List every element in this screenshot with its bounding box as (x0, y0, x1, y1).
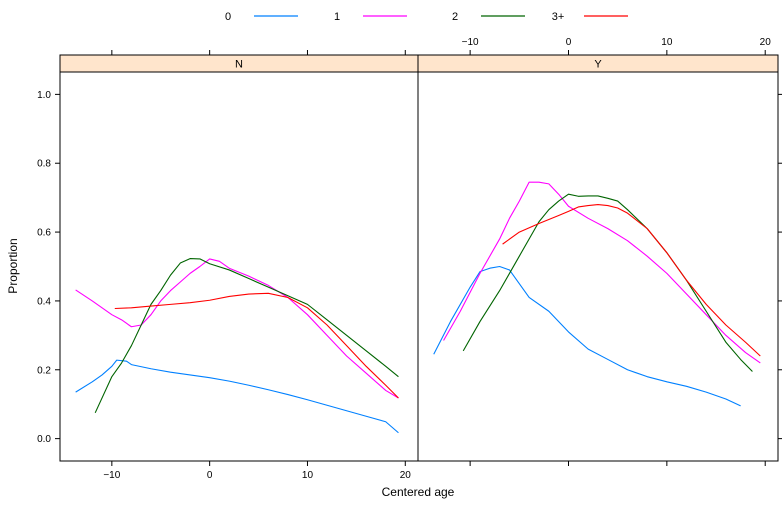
legend-label: 0 (225, 11, 231, 23)
legend-label: 2 (452, 11, 458, 23)
x-tick-label-bottom: 0 (207, 470, 213, 481)
x-tick-label-bottom: 20 (400, 470, 412, 481)
panel-y: Y (417, 54, 779, 462)
y-axis-label: Proportion (6, 238, 20, 293)
y-tick-label: 0.0 (37, 434, 51, 445)
panel-n: N (59, 54, 419, 462)
series-line-n-2 (94, 258, 399, 414)
series-line-n-3plus (114, 292, 399, 399)
series-line-y-1 (443, 181, 761, 364)
x-tick-label-top: −10 (462, 37, 479, 48)
y-tick-label: 0.8 (37, 159, 51, 170)
strip-label-n: N (235, 59, 243, 71)
y-tick-label: 0.6 (37, 228, 51, 239)
y-tick-label: 0.4 (37, 296, 51, 307)
x-tick-label-top: 0 (566, 37, 572, 48)
x-tick-label-top: 20 (760, 37, 772, 48)
x-tick-label-bottom: 10 (302, 470, 314, 481)
legend: 0 1 2 3+ (225, 11, 628, 23)
plot-frame-n (59, 71, 419, 462)
series-line-y-3plus (502, 203, 761, 357)
legend-entry-3plus: 3+ (552, 11, 628, 23)
strip-label-y: Y (594, 59, 602, 71)
plot-frame-y (417, 71, 779, 462)
axes: −10 0 10 20 −10 0 10 20 0.0 0.2 0.4 0.6 0.8 1.0 (37, 37, 782, 481)
series-line-n-0 (75, 359, 399, 434)
y-tick-label: 1.0 (37, 90, 51, 101)
series-line-y-2 (462, 193, 753, 372)
series-line-y-0 (433, 265, 741, 407)
series-line-n-1 (75, 258, 399, 399)
x-tick-label-bottom: −10 (103, 470, 120, 481)
legend-label: 1 (334, 11, 340, 23)
legend-entry-2: 2 (452, 11, 525, 23)
x-axis-label: Centered age (382, 485, 455, 499)
legend-entry-0: 0 (225, 11, 298, 23)
legend-entry-1: 1 (334, 11, 407, 23)
x-tick-label-top: 10 (661, 37, 673, 48)
legend-label: 3+ (552, 11, 565, 23)
y-tick-label: 0.2 (37, 365, 51, 376)
